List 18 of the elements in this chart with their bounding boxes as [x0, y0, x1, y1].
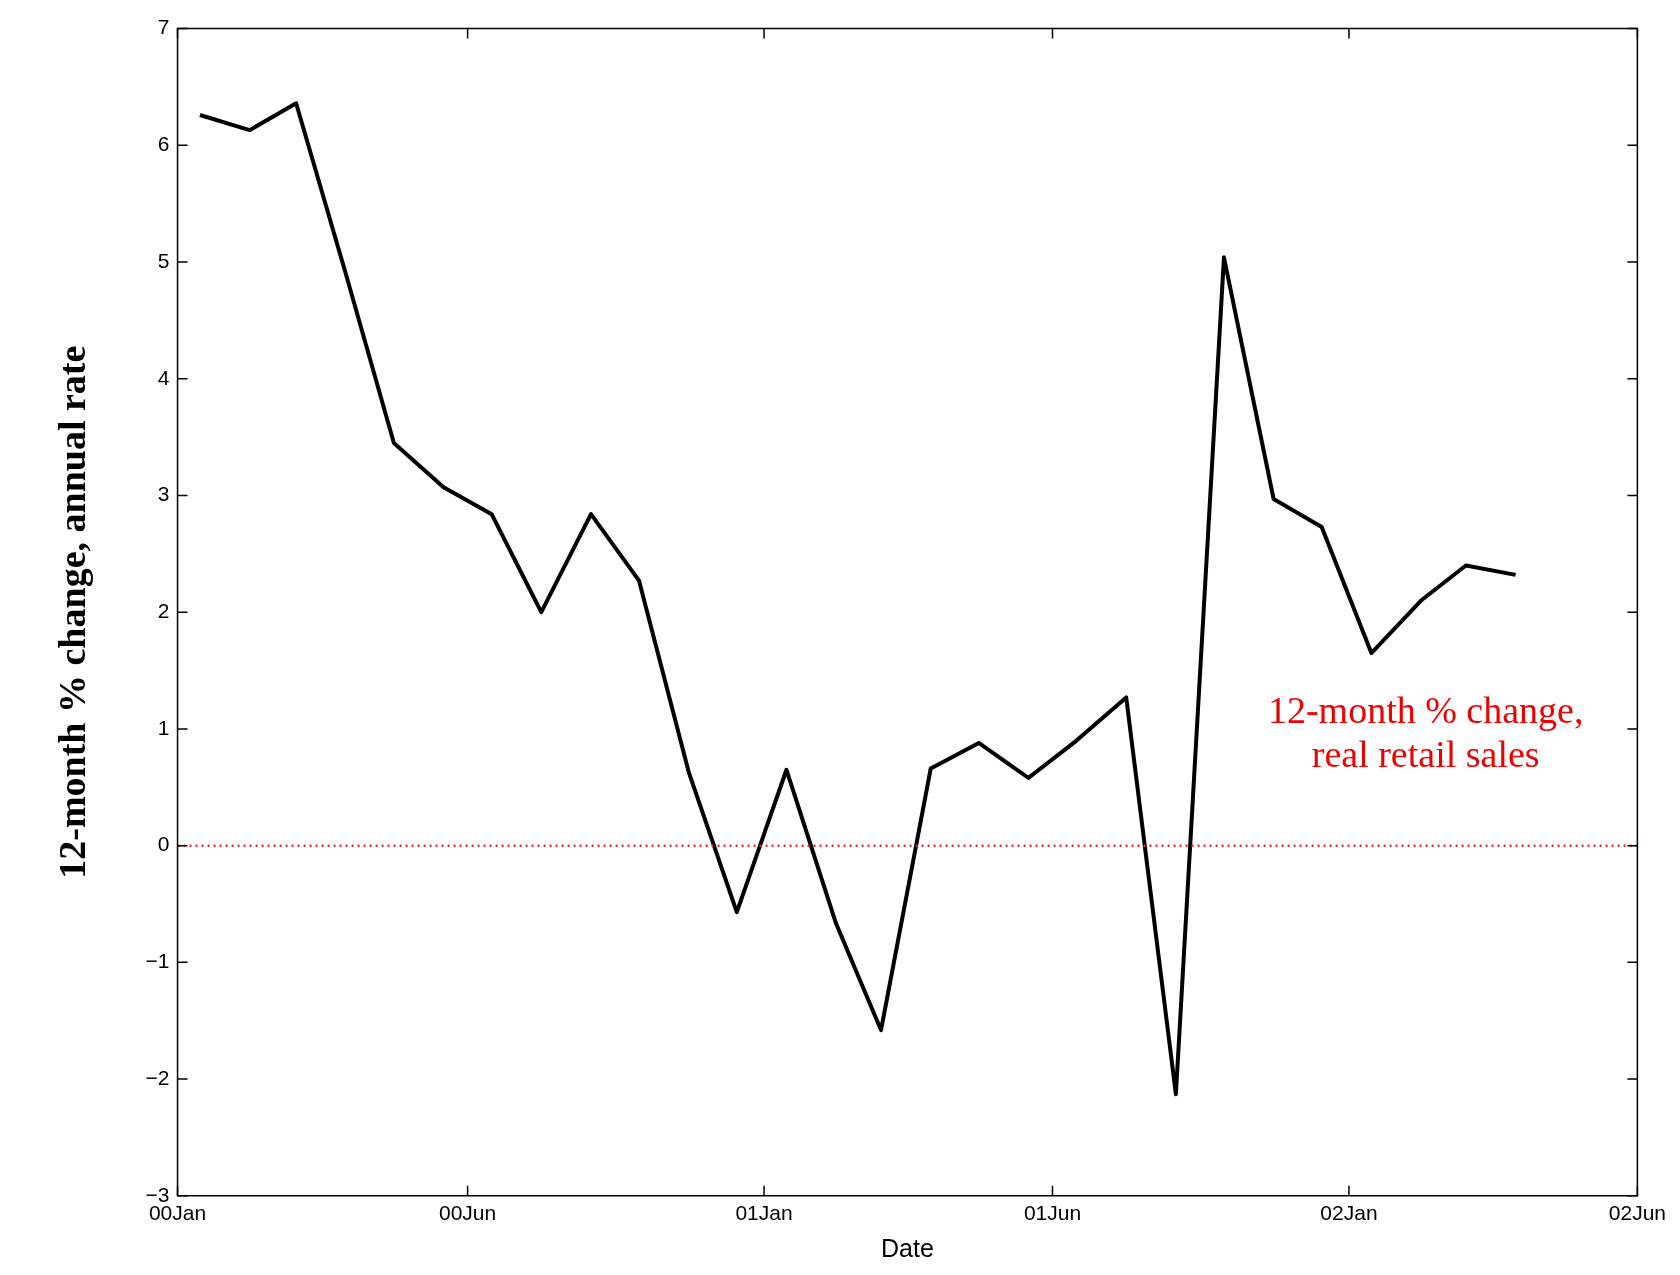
- y-tick-label: −1: [145, 949, 170, 973]
- annotation: 12-month % change, real retail sales: [1267, 688, 1584, 775]
- y-tick-label: 5: [157, 248, 170, 272]
- x-tick-label: 02Jan: [1320, 1201, 1378, 1225]
- x-tick-label: 00Jun: [438, 1201, 497, 1225]
- y-tick-label: 4: [157, 365, 170, 389]
- y-tick-label: 7: [157, 15, 170, 39]
- y-axis-title: 12-month % change, annual rate: [50, 345, 93, 879]
- y-tick-label: 6: [157, 132, 170, 156]
- x-tick-label: 01Jan: [735, 1201, 793, 1225]
- x-tick-label: 01Jun: [1023, 1201, 1082, 1225]
- y-tick-label: 2: [157, 599, 170, 622]
- y-tick-label: 0: [157, 832, 170, 856]
- y-tick-label: 3: [157, 482, 170, 506]
- x-axis-title: Date: [881, 1233, 934, 1262]
- y-tick-label: −2: [145, 1065, 170, 1089]
- y-tick-label: 1: [157, 715, 170, 739]
- x-tick-label: 02Jun: [1608, 1201, 1666, 1225]
